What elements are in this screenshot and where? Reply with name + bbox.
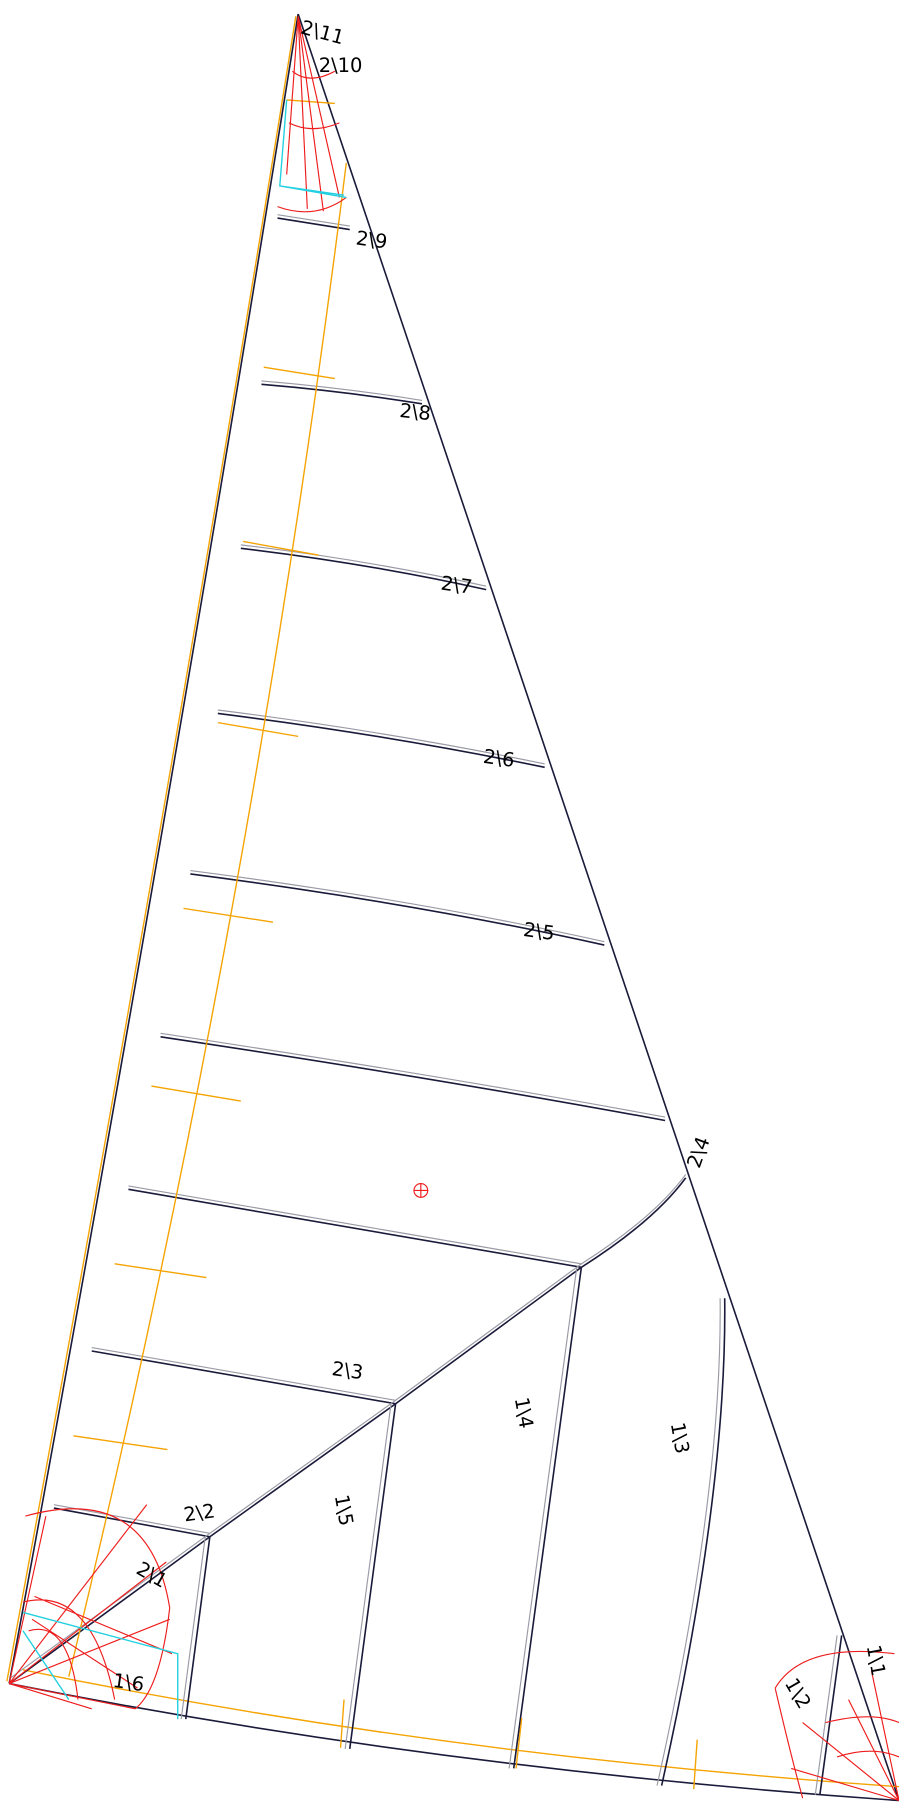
panel-label: 1\5: [330, 1493, 358, 1528]
luff-tape: [6, 16, 297, 1682]
panel-label: 2\9: [355, 226, 389, 253]
panel-label: 2\3: [330, 1357, 364, 1384]
center-of-effort: [413, 1183, 429, 1198]
panel-label: 2\5: [522, 918, 556, 945]
panel-label: 1\3: [666, 1421, 694, 1456]
panel-label: 1\6: [111, 1669, 145, 1696]
panel-label: 2\6: [482, 745, 516, 772]
patches: [8, 16, 899, 1802]
outline: [6, 13, 899, 1802]
panel-label: 1\1: [862, 1643, 890, 1678]
panel-label: 2\8: [398, 399, 432, 425]
panel-label: 1\2: [780, 1674, 816, 1713]
luff: [8, 13, 299, 1684]
panel-label: 2\11: [298, 16, 346, 50]
panel-label: 2\4: [682, 1134, 714, 1171]
panel-labels: 2\11 2\10 2\9 2\8 2\7 2\6 2\5 2\4 2\3 2\…: [111, 16, 890, 1713]
panel-label: 1\4: [510, 1395, 538, 1430]
foot-tape: [22, 1669, 899, 1788]
panel-label: 2\2: [182, 1499, 216, 1526]
seams: [8, 214, 843, 1795]
leech: [297, 13, 899, 1801]
panel-label: 2\7: [439, 572, 473, 599]
foot: [9, 1682, 899, 1802]
panel-label: 2\10: [319, 54, 363, 77]
reinforcement-lines: [68, 99, 698, 1790]
